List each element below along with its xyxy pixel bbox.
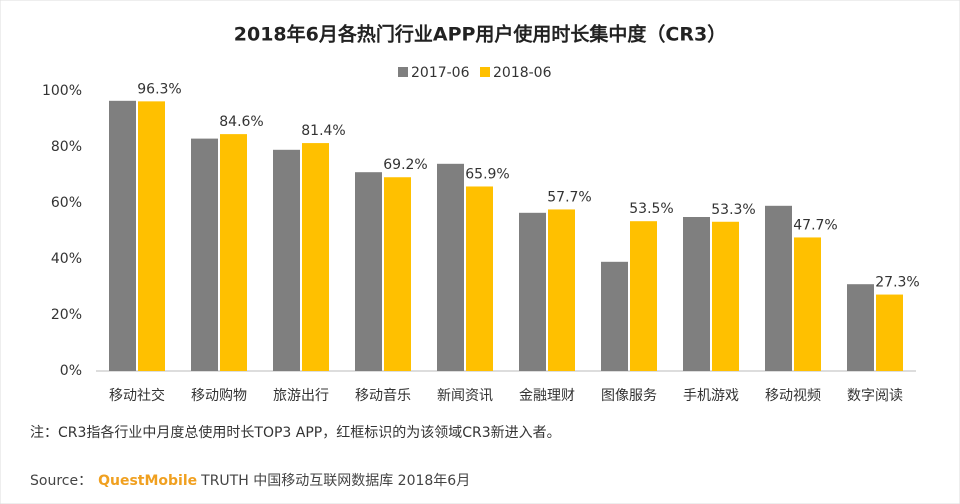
y-tick-label: 20%: [51, 307, 82, 323]
x-tick-label: 金融理财: [519, 388, 575, 404]
legend-label: 2017-06: [411, 65, 470, 81]
bar: [138, 101, 165, 372]
source-prefix: Source：: [30, 473, 92, 489]
x-tick-label: 移动购物: [191, 388, 247, 404]
x-tick-label: 旅游出行: [273, 388, 329, 404]
bar: [273, 149, 300, 371]
value-label: 27.3%: [875, 275, 919, 291]
x-tick-label: 移动社交: [109, 387, 165, 404]
bar: [384, 177, 411, 371]
source-brand: QuestMobile: [98, 473, 197, 489]
x-tick-label: 手机游戏: [683, 388, 739, 404]
x-tick-label: 新闻资讯: [437, 388, 493, 404]
legend-label: 2018-06: [493, 65, 552, 81]
y-tick-label: 0%: [60, 363, 82, 379]
bar: [847, 284, 874, 371]
legend-swatch: [398, 67, 408, 77]
chart-title: 2018年6月各热门行业APP用户使用时长集中度（CR3）: [234, 23, 726, 46]
bar: [302, 143, 329, 371]
bar: [601, 261, 628, 371]
bar: [355, 172, 382, 371]
bar: [765, 205, 792, 371]
bar: [220, 134, 247, 371]
value-label: 96.3%: [137, 81, 181, 97]
bar: [683, 217, 710, 371]
value-label: 53.3%: [711, 202, 755, 218]
x-tick-label: 移动视频: [765, 388, 821, 404]
source-rest: TRUTH 中国移动互联网数据库 2018年6月: [200, 473, 470, 489]
note: 注：CR3指各行业中月度总使用时长TOP3 APP，红框标识的为该领域CR3新进…: [30, 424, 561, 441]
bar: [876, 294, 903, 371]
value-label: 69.2%: [383, 157, 427, 173]
source: Source： QuestMobile TRUTH 中国移动互联网数据库 2018年…: [30, 473, 470, 489]
bar: [466, 186, 493, 371]
y-tick-label: 80%: [51, 139, 82, 155]
bar: [437, 163, 464, 371]
bar: [794, 237, 821, 371]
x-tick-label: 图像服务: [601, 388, 657, 404]
x-tick-label: 数字阅读: [847, 387, 903, 404]
bar: [630, 221, 657, 371]
value-label: 47.7%: [793, 217, 837, 233]
bar: [519, 212, 546, 371]
value-label: 84.6%: [219, 114, 263, 130]
value-label: 53.5%: [629, 201, 673, 217]
bar: [191, 138, 218, 371]
bar: [548, 209, 575, 371]
y-tick-label: 100%: [42, 83, 82, 99]
legend-swatch: [480, 67, 490, 77]
value-label: 65.9%: [465, 166, 509, 182]
x-tick-label: 移动音乐: [355, 387, 411, 404]
value-label: 57.7%: [547, 189, 591, 205]
y-tick-label: 40%: [51, 251, 82, 267]
bar: [712, 221, 739, 371]
y-tick-label: 60%: [51, 195, 82, 211]
bar: [109, 100, 136, 372]
value-label: 81.4%: [301, 123, 345, 139]
